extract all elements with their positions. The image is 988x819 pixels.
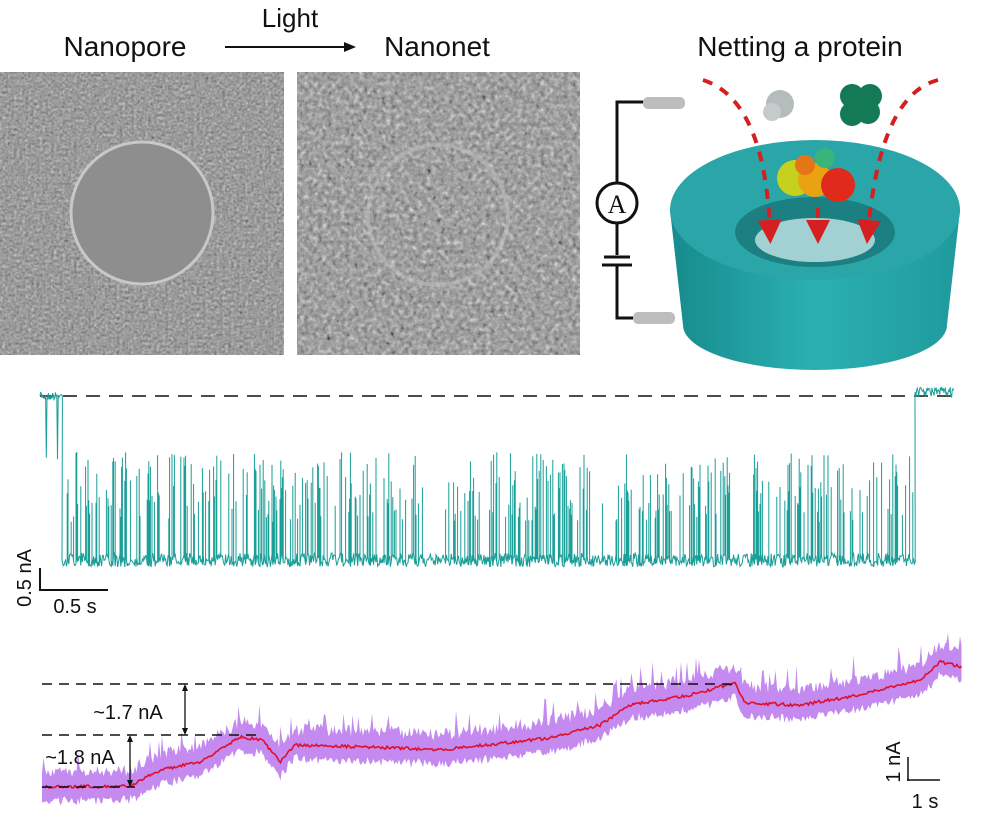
label-light: Light	[262, 3, 319, 33]
circuit	[602, 100, 645, 320]
electrode-bottom	[633, 312, 675, 324]
scale-label-current-b: 0.5 nA	[14, 548, 36, 606]
ammeter-icon: A	[595, 181, 639, 225]
step-label-lower: ~1.8 nA	[45, 747, 115, 769]
scale-label-current-c: 1 nA	[883, 741, 905, 783]
label-netting-protein: Netting a protein	[697, 31, 902, 62]
step-reference-lines	[42, 683, 735, 788]
scale-label-time-b: 0.5 s	[53, 596, 96, 618]
scale-label-time-c: 1 s	[912, 791, 939, 813]
svg-text:A: A	[608, 190, 627, 219]
arrow-right-icon	[225, 42, 356, 52]
step-label-upper: ~1.7 nA	[93, 702, 163, 724]
label-nanopore: Nanopore	[64, 31, 187, 62]
protein-green	[840, 84, 882, 126]
scale-bar-b	[39, 568, 108, 591]
electrode-top	[643, 97, 685, 109]
label-nanonet: Nanonet	[384, 31, 490, 62]
capture-path-arrows	[702, 78, 939, 244]
protein-gray	[763, 90, 794, 121]
tem-image-nanonet	[297, 72, 580, 355]
raw-current-trace	[42, 632, 962, 806]
protein-captured	[777, 148, 855, 202]
scale-bar-c	[907, 757, 940, 781]
tem-image-nanopore	[0, 72, 284, 355]
step-arrows	[127, 684, 188, 787]
current-trace-netting	[39, 386, 955, 568]
smoothed-current-trace	[41, 659, 963, 790]
